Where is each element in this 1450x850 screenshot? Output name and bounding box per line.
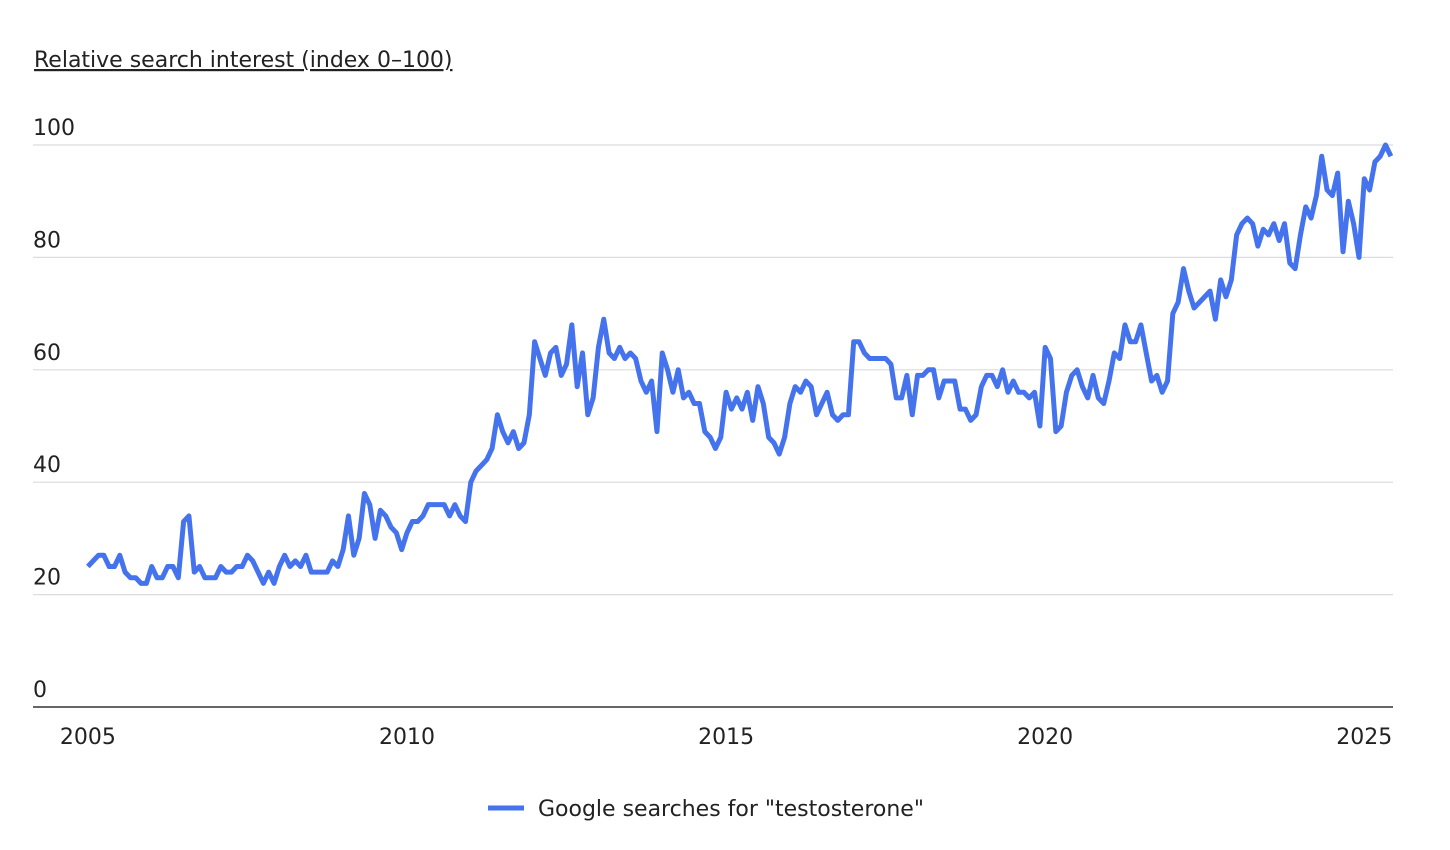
- x-tick-label: 2010: [379, 725, 435, 750]
- x-tick-label: 2015: [698, 725, 754, 750]
- x-tick-label: 2025: [1336, 725, 1392, 750]
- y-tick-label: 20: [33, 566, 61, 591]
- x-tick-label: 2005: [60, 725, 116, 750]
- y-tick-label: 80: [33, 228, 61, 253]
- legend-label: Google searches for "testosterone": [538, 797, 924, 822]
- y-axis-title: Relative search interest (index 0–100): [34, 48, 453, 73]
- y-tick-label: 40: [33, 453, 61, 478]
- x-tick-label: 2020: [1017, 725, 1073, 750]
- y-tick-label: 100: [33, 116, 75, 141]
- data-line: [86, 142, 1394, 586]
- y-tick-label: 0: [33, 678, 47, 703]
- y-tick-label: 60: [33, 341, 61, 366]
